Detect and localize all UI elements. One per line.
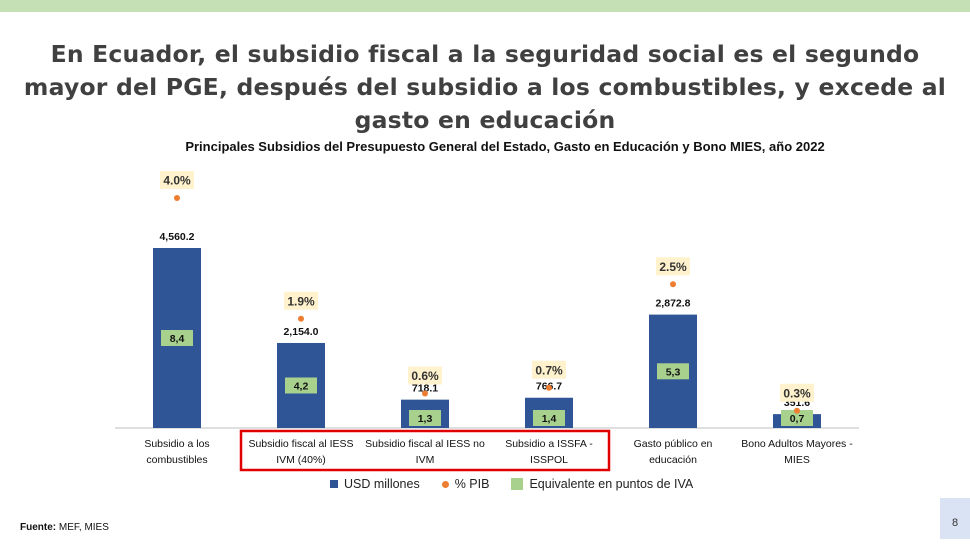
pib-label-box-5 xyxy=(780,383,814,402)
legend-item-usd: USD millones xyxy=(330,477,420,491)
source-text: MEF, MIES xyxy=(58,522,109,533)
iva-label-5: 0,7 xyxy=(790,413,805,425)
iva-box-0 xyxy=(161,330,193,346)
category-label-3-0: Subsidio a ISSFA - xyxy=(505,438,593,450)
legend-label-usd: USD millones xyxy=(344,477,420,491)
iva-label-4: 5,3 xyxy=(666,366,681,378)
pib-dot-3 xyxy=(546,384,552,391)
pib-dot-5 xyxy=(794,407,800,414)
category-label-5-1: MIES xyxy=(784,454,810,466)
iva-box-5 xyxy=(781,410,813,426)
pib-label-4: 2.5% xyxy=(659,260,687,274)
pib-label-box-1 xyxy=(284,291,318,310)
iva-label-0: 8,4 xyxy=(170,333,185,345)
top-band xyxy=(0,0,970,12)
pib-label-5: 0.3% xyxy=(783,386,811,400)
pib-label-1: 1.9% xyxy=(287,294,315,308)
legend-label-iva: Equivalente en puntos de IVA xyxy=(529,477,694,491)
iva-label-3: 1,4 xyxy=(542,413,557,425)
chart: 4,560.2 8,4 4.0% Subsidio a los combustibles… xyxy=(115,171,859,472)
bar-value-label-1: 2,154.0 xyxy=(283,326,318,338)
category-label-1-0: Subsidio fiscal al IESS xyxy=(248,438,353,450)
pib-dot-1 xyxy=(298,315,304,322)
bar-value-label-2: 718.1 xyxy=(412,383,438,395)
pib-label-box-3 xyxy=(532,360,566,379)
chart-legend: USD millones % PIB Equivalente en puntos… xyxy=(330,477,693,491)
page-headline: En Ecuador, el subsidio fiscal a la segu… xyxy=(23,40,947,134)
iva-box-3 xyxy=(533,410,565,426)
pib-label-box-2 xyxy=(408,366,442,385)
legend-item-iva: Equivalente en puntos de IVA xyxy=(511,477,693,491)
bar-value-label-0: 4,560.2 xyxy=(159,231,194,243)
pib-label-box-0 xyxy=(160,171,194,189)
iva-label-1: 4,2 xyxy=(294,380,309,392)
pib-label-0: 4.0% xyxy=(163,174,191,188)
legend-item-pib: % PIB xyxy=(441,477,490,491)
page-number: 8 xyxy=(940,498,970,539)
pib-dot-2 xyxy=(422,390,428,397)
category-label-5-0: Bono Adultos Mayores - xyxy=(741,438,853,450)
category-label-1-1: IVM (40%) xyxy=(276,454,326,466)
iva-label-2: 1,3 xyxy=(418,413,433,425)
category-label-2-1: IVM xyxy=(416,454,435,466)
category-label-4-0: Gasto público en xyxy=(634,438,713,450)
legend-swatch-pib xyxy=(441,480,449,488)
pib-dot-0 xyxy=(174,195,180,201)
pib-label-2: 0.6% xyxy=(411,369,439,383)
source-label: Fuente: xyxy=(20,522,57,533)
iva-box-2 xyxy=(409,410,441,426)
pib-label-box-4 xyxy=(656,257,690,276)
category-label-4-1: educación xyxy=(649,454,697,466)
pib-label-3: 0.7% xyxy=(535,363,563,377)
source-note: Fuente: MEF, MIES xyxy=(20,522,109,533)
pib-dot-4 xyxy=(670,281,676,288)
category-label-0-0: Subsidio a los xyxy=(144,438,209,450)
legend-swatch-usd xyxy=(330,480,338,488)
iva-box-4 xyxy=(657,363,689,380)
legend-swatch-iva xyxy=(511,478,524,490)
bar-value-label-4: 2,872.8 xyxy=(655,298,690,310)
category-label-0-1: combustibles xyxy=(146,454,207,466)
chart-title: Principales Subsidios del Presupuesto Ge… xyxy=(185,139,825,154)
category-label-2-0: Subsidio fiscal al IESS no xyxy=(365,438,485,450)
highlight-frame xyxy=(239,429,611,472)
legend-label-pib: % PIB xyxy=(454,477,490,491)
iva-box-1 xyxy=(285,377,317,394)
category-label-3-1: ISSPOL xyxy=(530,454,568,466)
